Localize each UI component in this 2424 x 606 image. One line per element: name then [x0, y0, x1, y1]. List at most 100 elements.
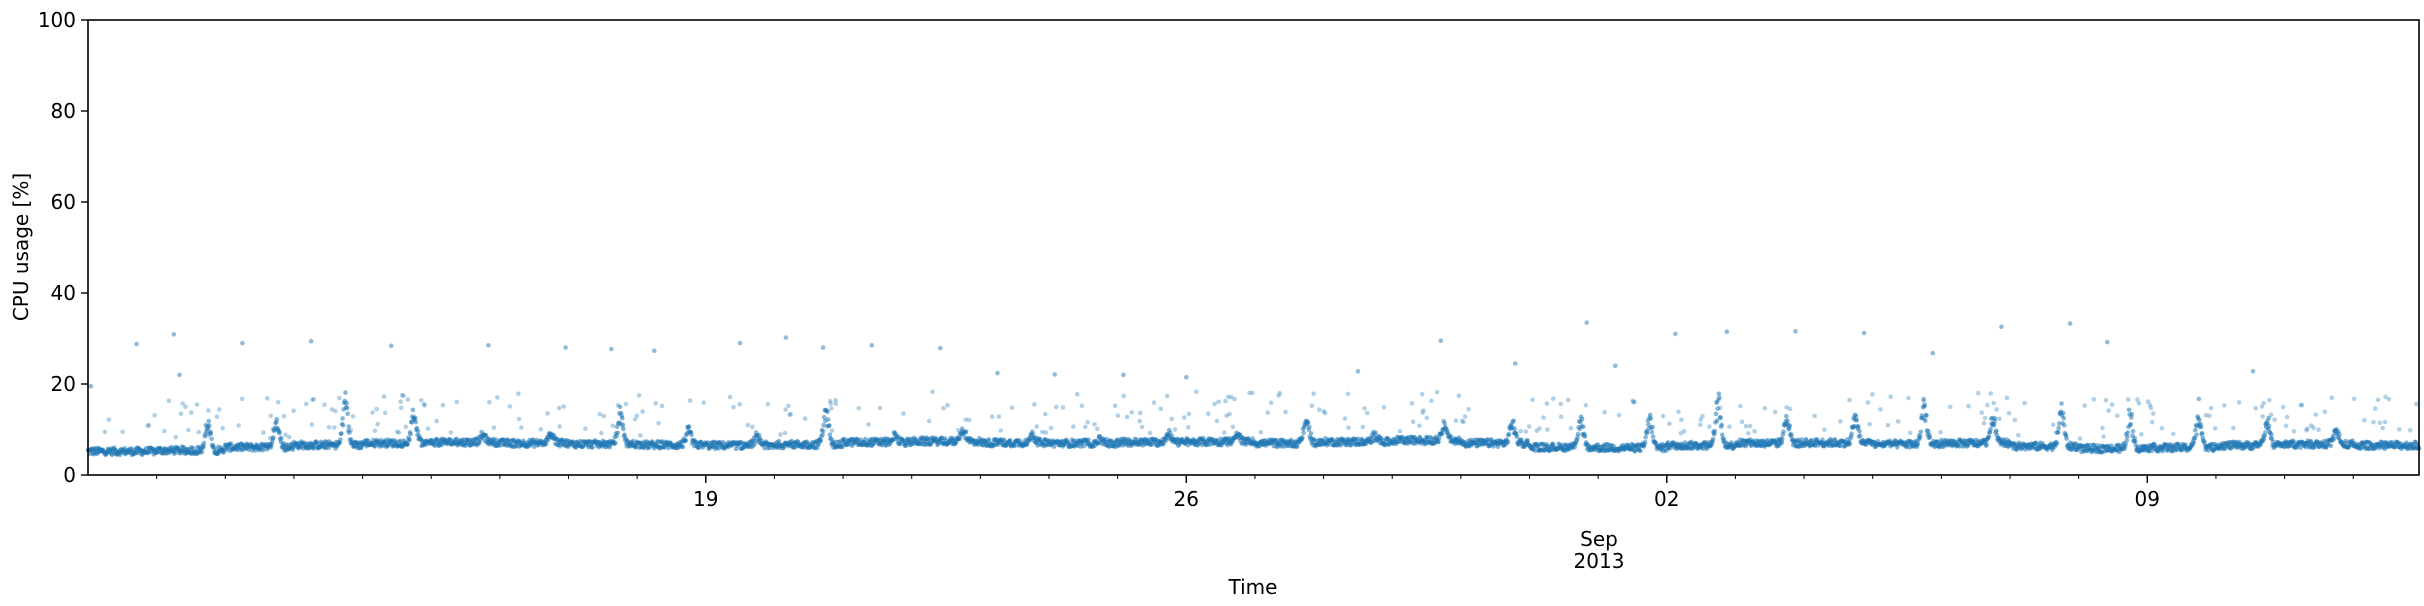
data-point	[1169, 416, 1174, 422]
data-point	[265, 396, 270, 401]
data-point	[2308, 423, 2314, 429]
data-point	[2199, 431, 2205, 436]
data-point	[1129, 410, 1134, 415]
data-point	[840, 444, 845, 450]
data-point	[422, 403, 427, 408]
data-point	[1139, 424, 1145, 430]
data-point	[343, 390, 348, 395]
data-point	[1537, 426, 1542, 431]
data-point	[2055, 430, 2061, 435]
data-point	[2380, 425, 2385, 431]
data-point	[776, 438, 782, 444]
data-point	[1849, 431, 1854, 437]
data-point	[1719, 422, 1724, 428]
data-point	[345, 411, 351, 417]
data-point	[2377, 420, 2383, 426]
data-point	[178, 411, 184, 417]
data-point	[630, 438, 636, 444]
y-tick-label: 20	[51, 372, 76, 396]
data-point	[1442, 421, 1448, 427]
data-point	[415, 429, 421, 434]
data-point	[403, 424, 409, 430]
data-point	[1300, 435, 1305, 440]
data-point	[1579, 416, 1585, 422]
data-point	[2372, 406, 2378, 411]
data-point	[398, 399, 403, 405]
data-point	[1927, 435, 1933, 440]
data-point	[1544, 401, 1550, 406]
data-point	[1632, 399, 1637, 405]
data-point	[2104, 339, 2110, 345]
data-point	[1321, 409, 1327, 414]
data-point	[829, 406, 834, 411]
data-point	[2231, 425, 2236, 431]
data-point	[1545, 427, 1550, 432]
data-point	[2194, 432, 2199, 438]
data-point	[2316, 427, 2321, 432]
data-point	[2077, 436, 2083, 441]
data-point	[1466, 407, 1471, 412]
data-point	[381, 394, 387, 400]
data-point	[609, 346, 614, 352]
data-point	[1647, 412, 1653, 418]
data-point	[601, 413, 606, 419]
data-point	[1164, 393, 1170, 399]
data-point	[2151, 411, 2156, 416]
data-point	[1514, 434, 1520, 440]
data-point	[1847, 441, 1853, 447]
data-point	[418, 398, 424, 403]
data-point	[1822, 427, 1827, 433]
data-point	[240, 340, 245, 346]
data-point	[1232, 396, 1237, 402]
data-point	[556, 405, 562, 411]
data-point	[208, 431, 214, 436]
data-point	[1727, 424, 1732, 430]
data-point	[2059, 401, 2064, 406]
data-point	[339, 431, 344, 436]
data-point	[966, 417, 972, 423]
data-point	[1530, 397, 1535, 403]
data-point	[338, 437, 343, 442]
data-point	[1602, 409, 1607, 415]
data-point	[2397, 427, 2402, 432]
x-axis-title: Time	[1228, 575, 1278, 599]
data-point	[1034, 424, 1039, 429]
data-point	[2126, 407, 2132, 413]
data-point	[186, 427, 191, 433]
data-point	[2056, 421, 2062, 426]
data-point	[333, 408, 338, 414]
y-axis-ticks: 0 20 40 60 80 100	[38, 8, 88, 487]
data-point	[1230, 424, 1236, 430]
data-point	[1362, 406, 1367, 411]
data-point	[372, 428, 378, 434]
data-point	[2313, 412, 2318, 417]
data-point	[2407, 427, 2413, 433]
data-point	[538, 427, 544, 432]
data-point	[199, 450, 205, 455]
data-point	[1991, 400, 1996, 406]
data-point	[2331, 436, 2337, 442]
data-point	[829, 428, 835, 433]
data-point	[206, 408, 211, 413]
data-point	[1184, 374, 1189, 380]
data-point	[1878, 407, 1883, 412]
data-point	[727, 394, 733, 400]
data-point	[1645, 430, 1650, 436]
data-point	[1186, 424, 1191, 430]
data-point	[1511, 418, 1516, 424]
data-point	[434, 418, 439, 424]
data-point	[1988, 391, 1994, 396]
data-point	[2298, 445, 2303, 451]
data-point	[1718, 405, 1723, 411]
data-point	[2351, 396, 2357, 402]
data-point	[2183, 442, 2188, 448]
data-point	[833, 397, 838, 403]
data-point	[196, 429, 201, 435]
data-point	[1419, 391, 1425, 397]
data-point	[1787, 406, 1793, 412]
data-point	[277, 430, 282, 436]
data-point	[2262, 430, 2268, 435]
data-point	[1223, 398, 1228, 404]
data-point	[1710, 436, 1716, 442]
